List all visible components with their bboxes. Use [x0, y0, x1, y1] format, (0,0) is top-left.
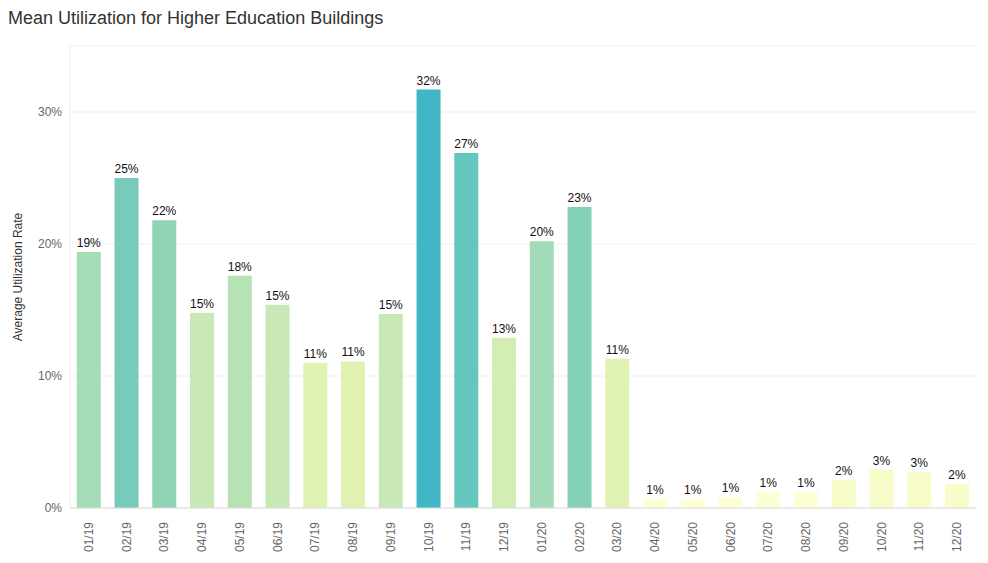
html-text:Mean Utilization for Higher Ed: Mean Utilization for Higher Education Bu…	[8, 8, 384, 28]
svg-text:32%: 32%	[417, 74, 441, 88]
svg-text:20%: 20%	[38, 237, 62, 251]
svg-text:08/20: 08/20	[799, 522, 813, 552]
svg-text:11/19: 11/19	[459, 522, 473, 551]
svg-text:15%: 15%	[266, 289, 290, 303]
svg-text:10/19: 10/19	[422, 522, 436, 552]
svg-text:22%: 22%	[152, 204, 176, 218]
svg-text:04/20: 04/20	[648, 522, 662, 552]
svg-text:01/19: 01/19	[82, 522, 96, 552]
svg-text:03/20: 03/20	[610, 522, 624, 552]
svg-text:05/19: 05/19	[233, 522, 247, 552]
svg-text:18%: 18%	[228, 260, 252, 274]
svg-text:02/19: 02/19	[120, 522, 134, 552]
svg-text:10/20: 10/20	[875, 522, 889, 552]
svg-text:11%: 11%	[341, 345, 364, 359]
svg-text:05/20: 05/20	[686, 522, 700, 552]
svg-text:27%: 27%	[454, 137, 478, 151]
svg-text:11%: 11%	[304, 347, 327, 361]
svg-text:19%: 19%	[77, 236, 101, 250]
svg-text:3%: 3%	[873, 454, 891, 468]
svg-text:30%: 30%	[38, 105, 62, 119]
svg-text:03/19: 03/19	[157, 522, 171, 552]
svg-text:06/20: 06/20	[724, 522, 738, 552]
svg-text:01/20: 01/20	[535, 522, 549, 552]
svg-text:2%: 2%	[948, 468, 966, 482]
svg-text:09/20: 09/20	[837, 522, 851, 552]
svg-text:1%: 1%	[646, 483, 664, 497]
svg-text:11%: 11%	[606, 343, 629, 357]
svg-text:10%: 10%	[38, 369, 62, 383]
svg-text:12/19: 12/19	[497, 522, 511, 552]
svg-text:1%: 1%	[797, 476, 815, 490]
svg-text:25%: 25%	[115, 162, 139, 176]
svg-text:15%: 15%	[190, 297, 214, 311]
svg-text:3%: 3%	[911, 456, 929, 470]
svg-text:07/20: 07/20	[761, 522, 775, 552]
svg-text:2%: 2%	[835, 464, 853, 478]
svg-text:09/19: 09/19	[384, 522, 398, 552]
svg-text:06/19: 06/19	[271, 522, 285, 552]
svg-text:11/20: 11/20	[912, 522, 926, 551]
svg-text:02/20: 02/20	[573, 522, 587, 552]
svg-text:08/19: 08/19	[346, 522, 360, 552]
svg-text:23%: 23%	[568, 191, 592, 205]
svg-text:12/20: 12/20	[950, 522, 964, 552]
svg-text:Average Utilization Rate: Average Utilization Rate	[11, 212, 25, 341]
svg-text:1%: 1%	[684, 483, 702, 497]
svg-text:04/19: 04/19	[195, 522, 209, 552]
svg-text:13%: 13%	[492, 322, 516, 336]
svg-text:1%: 1%	[722, 481, 740, 495]
svg-text:1%: 1%	[760, 476, 778, 490]
svg-text:07/19: 07/19	[308, 522, 322, 552]
svg-text:20%: 20%	[530, 225, 554, 239]
svg-text:0%: 0%	[45, 501, 63, 515]
svg-text:15%: 15%	[379, 298, 403, 312]
